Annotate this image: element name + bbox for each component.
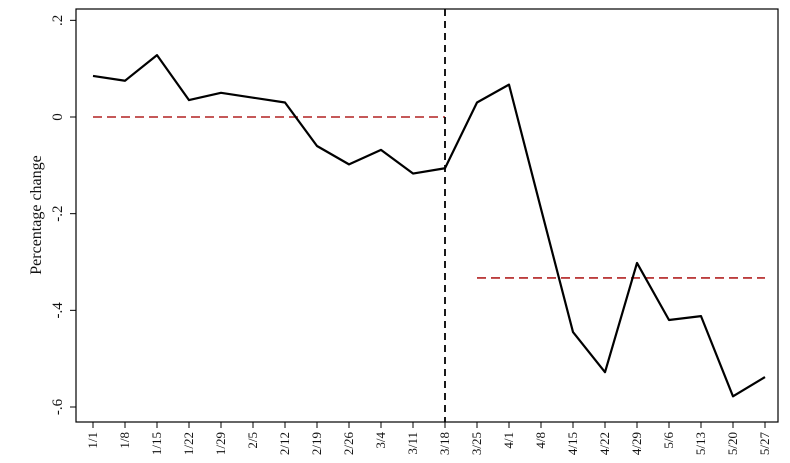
- y-tick-label: -.4: [50, 302, 66, 319]
- x-tick-label: 3/25: [469, 432, 484, 455]
- x-tick-label: 2/5: [245, 432, 260, 449]
- y-axis: .2 0 -.2 -.4 -.6: [50, 15, 76, 415]
- series-group: [92, 54, 766, 398]
- x-tick-label: 4/8: [533, 432, 548, 449]
- series-line: [92, 54, 766, 398]
- reference-lines: [93, 9, 765, 422]
- x-tick-label: 5/6: [661, 432, 676, 449]
- y-axis-title: Percentage change: [28, 155, 45, 274]
- y-tick-label: -.2: [50, 206, 66, 222]
- x-tick-label: 4/29: [629, 432, 644, 455]
- y-tick-label: -.6: [50, 398, 66, 415]
- x-tick-label: 5/20: [725, 432, 740, 455]
- x-tick-label: 4/15: [565, 432, 580, 455]
- x-tick-label: 5/13: [693, 432, 708, 455]
- x-tick-label: 1/15: [149, 432, 164, 455]
- x-axis: 1/1 1/8 1/15 1/22 1/29 2/5 2/12 2/19 2/26 3/4 3/11…: [85, 422, 772, 455]
- plot-area-frame: [75, 8, 779, 423]
- x-tick-label: 2/12: [277, 432, 292, 455]
- y-tick-label: .2: [50, 15, 66, 26]
- x-tick-label: 3/4: [373, 432, 388, 449]
- x-tick-label: 2/19: [309, 432, 324, 455]
- y-tick-label: 0: [50, 113, 66, 121]
- x-tick-label: 4/1: [501, 432, 516, 449]
- x-tick-label: 3/11: [405, 432, 420, 455]
- x-tick-label: 1/29: [213, 432, 228, 455]
- x-tick-label: 3/18: [437, 432, 452, 455]
- x-tick-label: 4/22: [597, 432, 612, 455]
- x-tick-label: 2/26: [341, 432, 356, 456]
- x-tick-label: 1/1: [85, 432, 100, 449]
- x-tick-label: 1/22: [181, 432, 196, 455]
- x-tick-label: 1/8: [117, 432, 132, 449]
- x-tick-label: 5/27: [757, 432, 772, 456]
